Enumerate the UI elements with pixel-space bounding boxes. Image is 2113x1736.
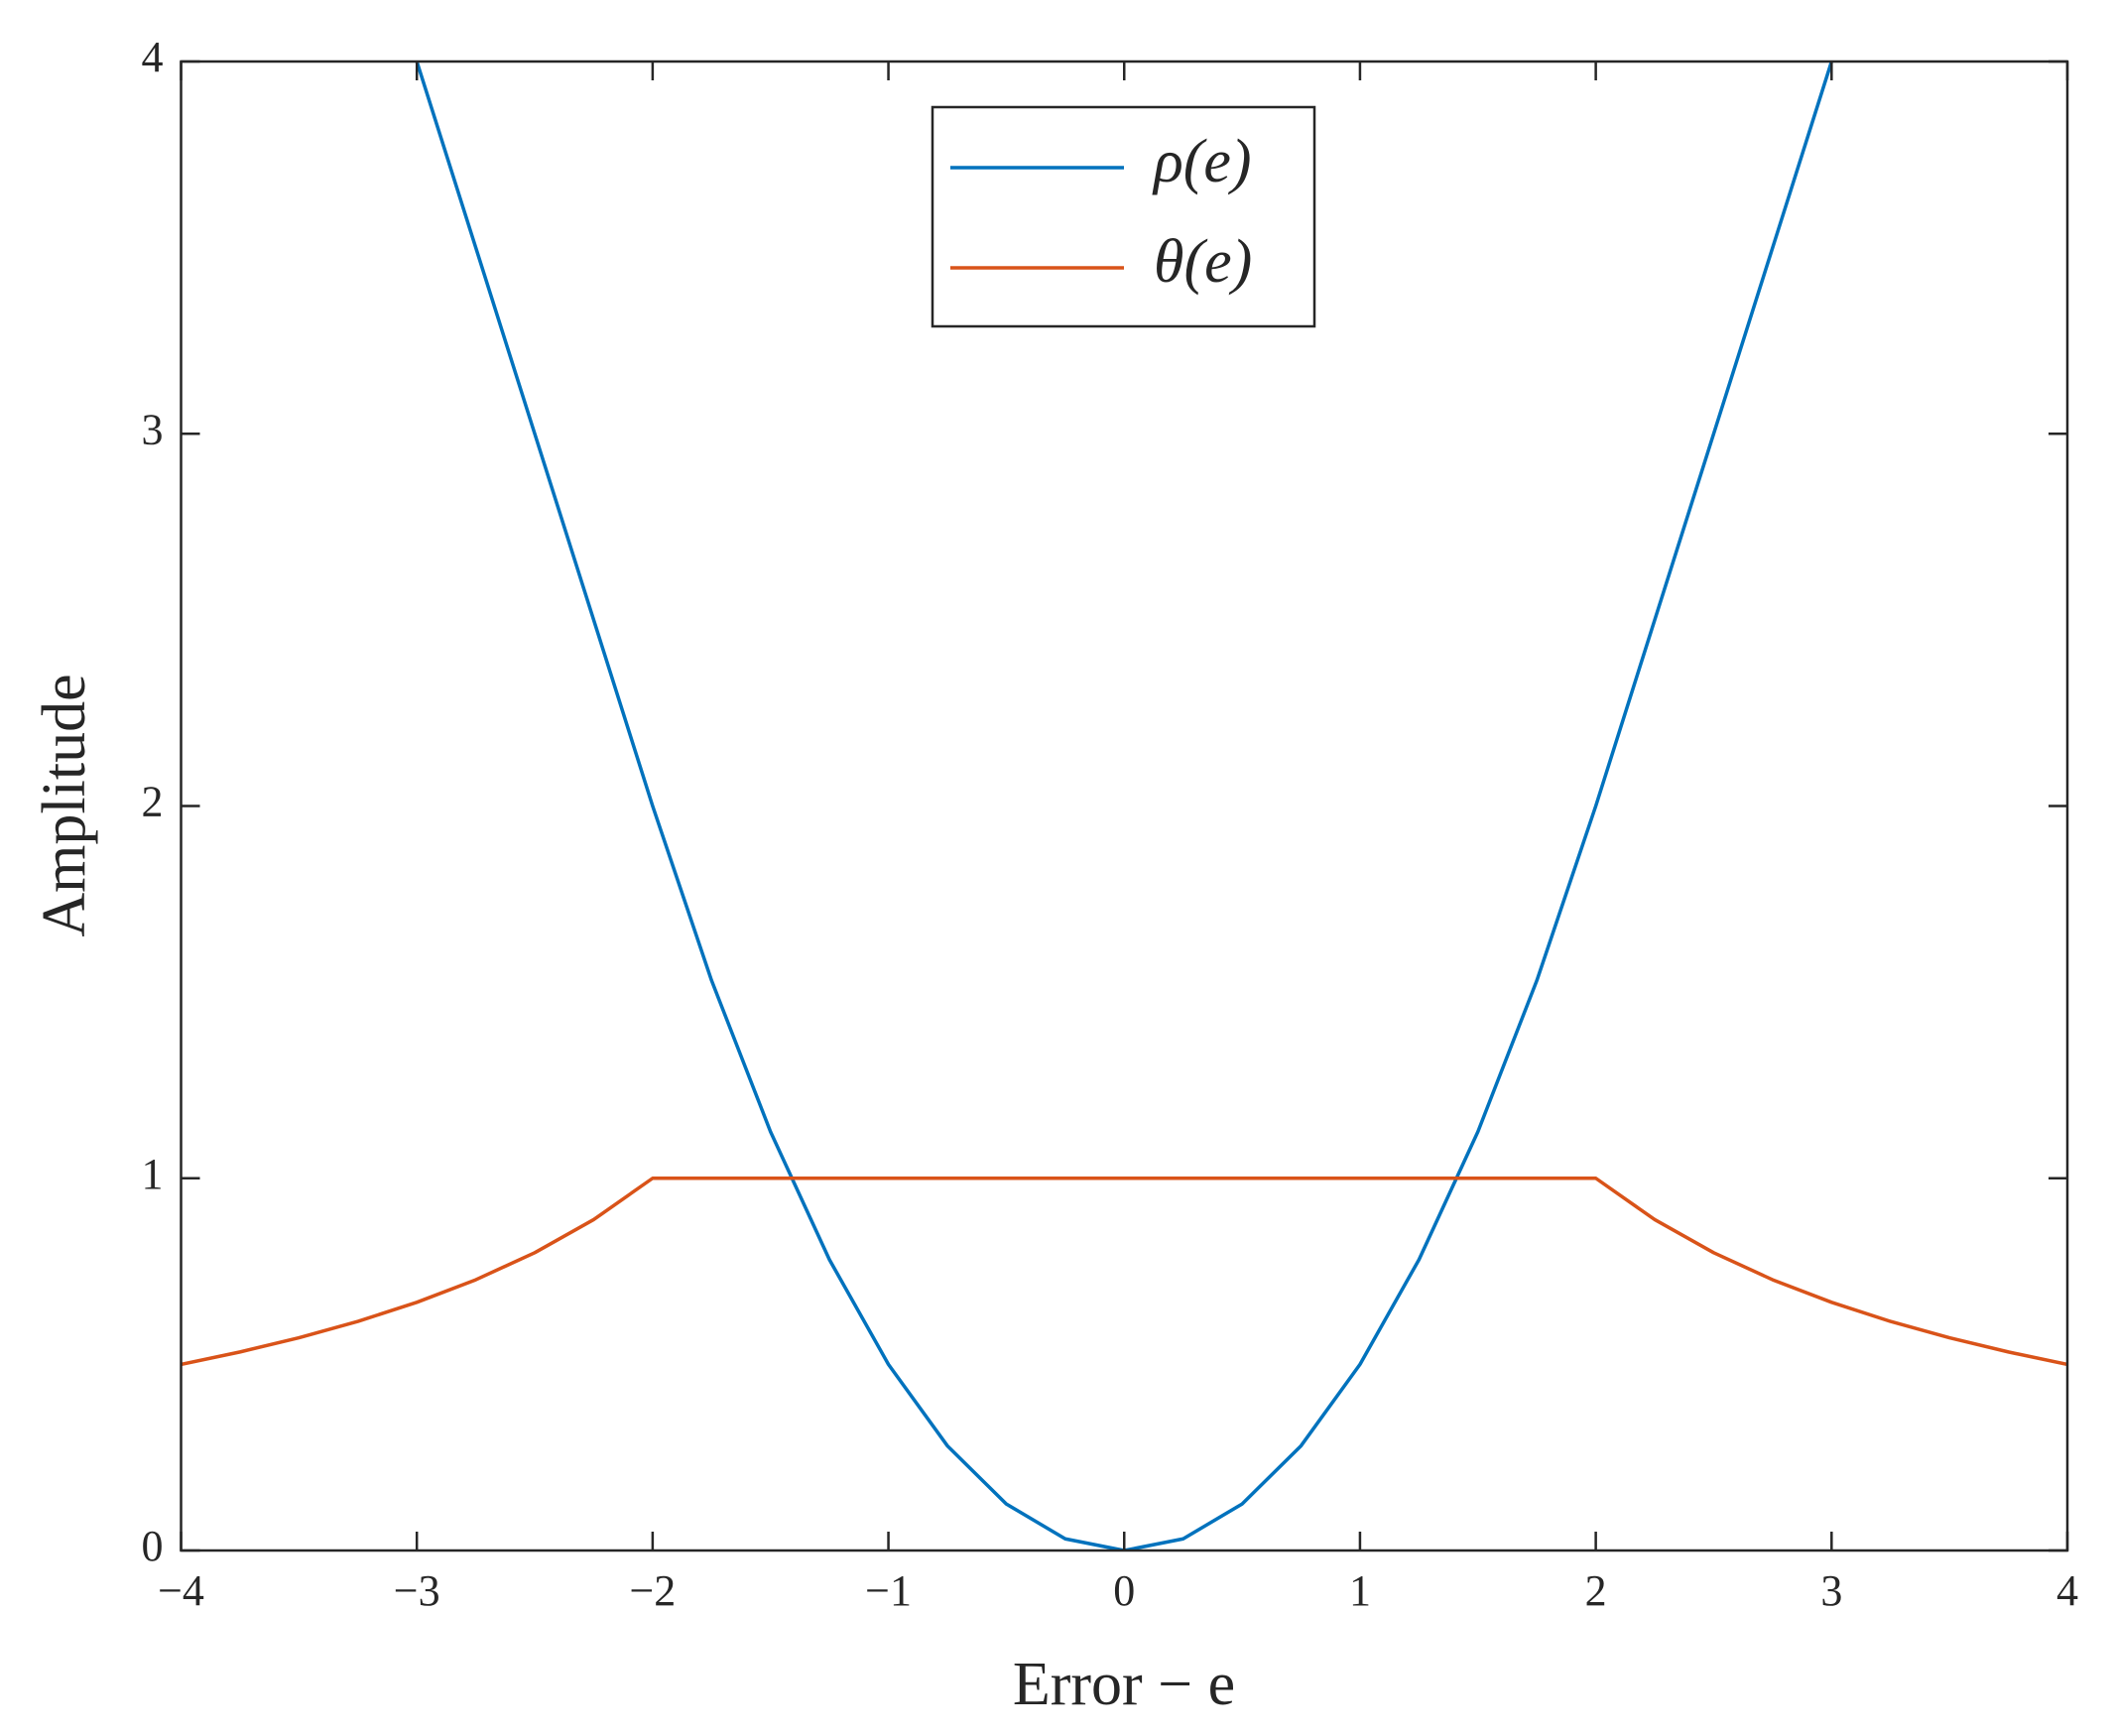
y-axis-title: Amplitude [31, 674, 98, 936]
y-tick-label: 3 [142, 405, 164, 453]
x-tick-label: 2 [1585, 1566, 1607, 1615]
legend-box [931, 105, 1316, 328]
legend-label: θ(e) [1154, 228, 1252, 296]
x-tick-label: −1 [865, 1566, 912, 1615]
x-tick-label: 1 [1349, 1566, 1371, 1615]
y-tick-label: 0 [142, 1522, 164, 1570]
data-line [415, 62, 1833, 1550]
x-tick-label: 4 [2056, 1566, 2078, 1615]
y-tick-label: 1 [142, 1150, 164, 1198]
x-tick-label: 3 [1820, 1566, 1842, 1615]
legend-label: ρ(e) [1152, 128, 1252, 195]
data-line [181, 1177, 2067, 1367]
x-tick-label: −2 [629, 1566, 676, 1615]
x-axis-title: Error − e [1013, 1651, 1235, 1718]
x-tick-label: −4 [158, 1566, 204, 1615]
y-tick-label: 4 [142, 33, 164, 81]
x-tick-label: −3 [394, 1566, 440, 1615]
y-tick-label: 2 [142, 778, 164, 826]
plot-lines [181, 62, 2067, 1550]
x-tick-label: 0 [1113, 1566, 1135, 1615]
